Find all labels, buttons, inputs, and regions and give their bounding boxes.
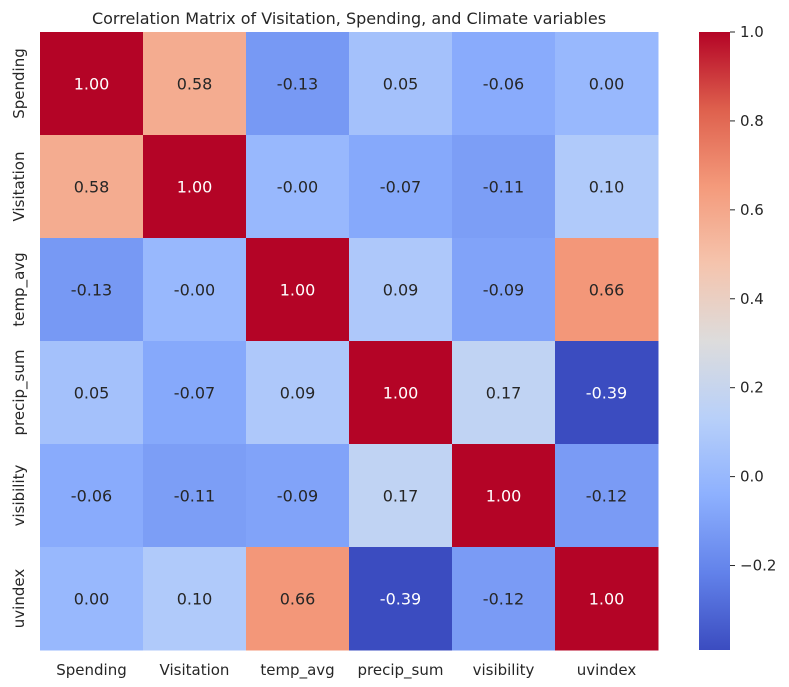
cell-value-label: -0.09 <box>483 281 524 300</box>
colorbar-tick-label: −0.2 <box>740 557 776 575</box>
cell-value-label: 0.00 <box>74 590 110 609</box>
cell-value-label: 0.09 <box>383 281 419 300</box>
heatmap-cell <box>452 32 556 136</box>
x-tick-label: visibility <box>473 661 535 679</box>
heatmap-cell <box>40 444 144 548</box>
colorbar-tick-label: 0.6 <box>740 201 764 219</box>
heatmap-cell <box>246 32 350 136</box>
heatmap-cell <box>349 547 453 651</box>
cell-value-label: -0.12 <box>483 590 524 609</box>
cell-value-label: 0.17 <box>383 487 419 506</box>
cell-value-label: -0.11 <box>483 178 524 197</box>
cell-value-label: 0.09 <box>280 384 316 403</box>
cell-value-label: -0.07 <box>174 384 215 403</box>
y-tick-label: Spending <box>10 48 28 119</box>
y-tick-label: temp_avg <box>10 252 29 326</box>
cell-value-label: 1.00 <box>589 590 625 609</box>
heatmap-cell <box>143 32 247 136</box>
cell-value-label: 0.66 <box>589 281 625 300</box>
cell-value-label: -0.12 <box>586 487 627 506</box>
heatmap-cell <box>555 547 659 651</box>
heatmap-cell <box>40 135 144 239</box>
cell-value-label: 1.00 <box>74 75 110 94</box>
heatmap-cell <box>452 238 556 342</box>
y-tick-label: precip_sum <box>10 350 29 436</box>
x-tick-label: Spending <box>56 661 127 679</box>
heatmap-cell <box>555 444 659 548</box>
heatmap-cell <box>349 444 453 548</box>
cell-value-label: 0.17 <box>486 384 522 403</box>
x-tick-label: temp_avg <box>260 661 334 680</box>
heatmap-cell <box>452 547 556 651</box>
cell-value-label: 0.10 <box>589 178 625 197</box>
cell-value-label: 0.58 <box>177 75 213 94</box>
heatmap-cell <box>555 341 659 445</box>
cell-value-label: 1.00 <box>383 384 419 403</box>
cell-value-label: -0.06 <box>71 487 112 506</box>
heatmap-cell <box>143 135 247 239</box>
colorbar-tick-label: 0.4 <box>740 290 764 308</box>
heatmap-cell <box>246 135 350 239</box>
heatmap-cell <box>246 341 350 445</box>
heatmap-grid: 1.00 0.58 -0.13 0.05 -0.06 0.00 0.58 1.00 -0.00 -… <box>40 32 659 651</box>
cell-value-label: 0.05 <box>74 384 110 403</box>
heatmap-cell <box>143 444 247 548</box>
x-tick-label: precip_sum <box>358 661 444 680</box>
heatmap-cell <box>555 238 659 342</box>
colorbar-gradient <box>699 32 730 650</box>
cell-value-label: -0.13 <box>277 75 318 94</box>
heatmap-cell <box>452 444 556 548</box>
heatmap-cell <box>349 238 453 342</box>
x-tick-label: Visitation <box>160 661 230 679</box>
heatmap-cell <box>555 135 659 239</box>
heatmap-cell <box>555 32 659 136</box>
cell-value-label: -0.11 <box>174 487 215 506</box>
cell-value-label: -0.13 <box>71 281 112 300</box>
heatmap-cell <box>143 238 247 342</box>
chart-title: Correlation Matrix of Visitation, Spendi… <box>92 9 606 28</box>
cell-value-label: -0.07 <box>380 178 421 197</box>
colorbar-tick-label: 0.8 <box>740 112 764 130</box>
heatmap-cell <box>40 32 144 136</box>
colorbar-tick-label: 1.0 <box>740 23 764 41</box>
cell-value-label: 0.00 <box>589 75 625 94</box>
x-tick-label: uvindex <box>577 661 637 679</box>
heatmap-cell <box>40 341 144 445</box>
heatmap-cell <box>143 547 247 651</box>
cell-value-label: 0.66 <box>280 590 316 609</box>
heatmap-cell <box>349 32 453 136</box>
colorbar: −0.2 0.0 0.2 0.4 0.6 0.8 1.0 <box>699 23 776 650</box>
heatmap-cell <box>452 135 556 239</box>
cell-value-label: -0.39 <box>586 384 627 403</box>
y-tick-label: uvindex <box>10 569 28 629</box>
heatmap-cell <box>246 238 350 342</box>
heatmap-cell <box>349 341 453 445</box>
cell-value-label: -0.06 <box>483 75 524 94</box>
heatmap-cell <box>349 135 453 239</box>
heatmap-cell <box>246 547 350 651</box>
cell-value-label: -0.00 <box>174 281 215 300</box>
cell-value-label: -0.39 <box>380 590 421 609</box>
colorbar-tick-label: 0.0 <box>740 468 764 486</box>
heatmap-cell <box>143 341 247 445</box>
cell-value-label: 0.10 <box>177 590 213 609</box>
y-axis-ticks: Spending Visitation temp_avg precip_sumvisi… <box>10 48 29 628</box>
heatmap-cell <box>246 444 350 548</box>
colorbar-tick-label: 0.2 <box>740 379 764 397</box>
x-axis-ticks: Spending Visitation temp_avg precip_sum visi… <box>56 661 636 680</box>
heatmap-cell <box>40 547 144 651</box>
cell-value-label: 1.00 <box>280 281 316 300</box>
cell-value-label: 0.05 <box>383 75 419 94</box>
cell-value-label: 1.00 <box>177 178 213 197</box>
cell-value-label: -0.00 <box>277 178 318 197</box>
y-tick-label: visibility <box>10 464 28 526</box>
heatmap-cell <box>40 238 144 342</box>
heatmap-cell <box>452 341 556 445</box>
cell-value-label: 1.00 <box>486 487 522 506</box>
cell-value-label: 0.58 <box>74 178 110 197</box>
cell-value-label: -0.09 <box>277 487 318 506</box>
y-tick-label: Visitation <box>10 152 28 222</box>
